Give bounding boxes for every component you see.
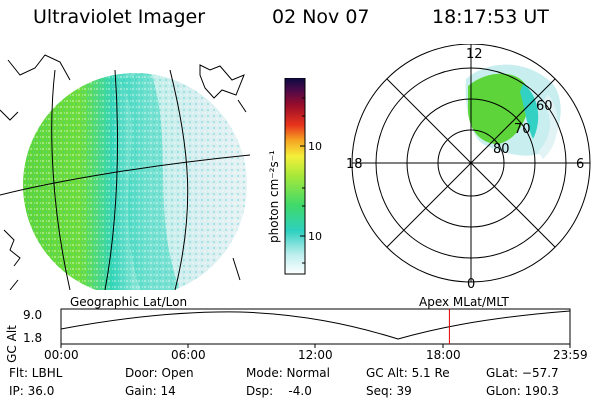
status-mode: Mode: Normal bbox=[246, 366, 330, 380]
instrument-title: Ultraviolet Imager bbox=[33, 6, 206, 28]
orbit-altitude-curve bbox=[60, 310, 571, 340]
mlat-70-label: 70 bbox=[514, 122, 531, 137]
status-glat: GLat: −57.7 bbox=[486, 366, 559, 380]
mlt-12-label: 12 bbox=[466, 47, 483, 62]
polar-grid bbox=[351, 44, 591, 283]
image-time: 18:17:53 UT bbox=[432, 6, 549, 28]
colorbar-gradient bbox=[284, 78, 306, 275]
orbit-y-top-label: 9.0 bbox=[23, 308, 42, 322]
orbit-x-tick-1200: 12:00 bbox=[298, 348, 333, 362]
orbit-plot-frame bbox=[60, 308, 571, 345]
orbit-y-axis-label: GC Alt bbox=[5, 325, 19, 363]
orbit-x-tick-2359: 23:59 bbox=[553, 348, 588, 362]
orbit-x-ticks bbox=[60, 344, 571, 348]
status-flt: Flt: LBHL bbox=[9, 366, 63, 380]
colorbar-unit-label: photon cm⁻²s⁻¹ bbox=[267, 150, 281, 243]
polar-plot-panel: 12 18 6 0 60 70 80 bbox=[346, 44, 591, 290]
status-dsp: Dsp: -4.0 bbox=[246, 384, 312, 398]
status-door: Door: Open bbox=[125, 366, 194, 380]
geographic-label: Geographic Lat/Lon bbox=[70, 295, 188, 309]
mlat-60-label: 60 bbox=[536, 99, 553, 114]
orbit-x-tick-0000: 00:00 bbox=[44, 348, 79, 362]
mlt-18-label: 18 bbox=[346, 157, 363, 172]
status-ip: IP: 36.0 bbox=[9, 384, 55, 398]
status-gain: Gain: 14 bbox=[125, 384, 176, 398]
mlat-80-label: 80 bbox=[493, 142, 510, 157]
orbit-x-tick-0600: 06:00 bbox=[171, 348, 206, 362]
colorbar-tick-100: 100 bbox=[308, 140, 322, 153]
status-gc-alt: GC Alt: 5.1 Re bbox=[366, 366, 450, 380]
orbit-y-bottom-label: 1.8 bbox=[23, 331, 42, 345]
image-date: 02 Nov 07 bbox=[272, 6, 370, 28]
mlt-6-label: 6 bbox=[576, 157, 584, 172]
colorbar-tick-10: 10 bbox=[308, 230, 322, 243]
coastlines bbox=[0, 54, 247, 290]
colorbar-ticks bbox=[300, 97, 305, 264]
colorbar-panel: 100 10 photon cm⁻²s⁻¹ bbox=[267, 78, 322, 275]
status-seq: Seq: 39 bbox=[366, 384, 412, 398]
polar-auroral-image bbox=[465, 64, 561, 159]
mlt-0-label: 0 bbox=[467, 277, 475, 290]
geographic-grid bbox=[0, 69, 250, 290]
status-glon: GLon: 190.3 bbox=[486, 384, 559, 398]
orbit-altitude-plot: GC Alt 9.0 1.8 bbox=[5, 308, 571, 363]
earth-disk-image bbox=[23, 73, 247, 290]
orbit-x-tick-1800: 18:00 bbox=[426, 348, 461, 362]
geographic-image-panel bbox=[0, 54, 250, 290]
apex-label: Apex MLat/MLT bbox=[419, 295, 509, 309]
